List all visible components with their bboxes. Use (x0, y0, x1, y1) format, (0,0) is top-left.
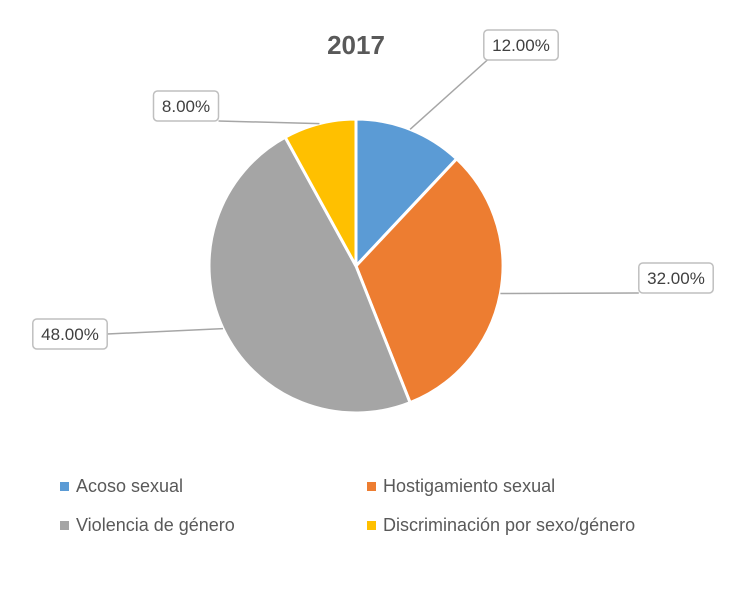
data-label: 32.00% (647, 269, 705, 288)
legend-swatch (60, 482, 69, 491)
legend-swatch (367, 521, 376, 530)
legend-label: Violencia de género (76, 515, 235, 535)
leader-line (218, 120, 320, 125)
data-label-box (483, 29, 559, 61)
legend-item-acoso-sexual: Acoso sexual (60, 476, 183, 497)
leader-line (107, 327, 224, 335)
legend-swatch (60, 521, 69, 530)
pie-slice-violencia-de-g-nero (207, 135, 413, 415)
pie-slice-hostigamiento-sexual (354, 156, 505, 405)
data-label-box (152, 90, 220, 122)
leader-lines (107, 55, 639, 335)
data-label-box (32, 318, 108, 350)
pie-slice-acoso-sexual (354, 117, 459, 270)
data-label: 8.00% (162, 97, 210, 116)
data-labels: 12.00% 32.00% 48.00% 8.00% (32, 29, 714, 350)
legend-item-discriminacion: Discriminación por sexo/género (367, 515, 635, 536)
legend-label: Hostigamiento sexual (383, 476, 556, 496)
pie-slices (207, 117, 505, 415)
data-label: 12.00% (492, 36, 550, 55)
data-label: 48.00% (41, 325, 99, 344)
legend-label: Discriminación por sexo/género (383, 515, 636, 535)
legend-item-violencia-de-genero: Violencia de género (60, 515, 235, 536)
legend-label: Acoso sexual (76, 476, 184, 496)
legend-swatch (367, 482, 376, 491)
legend-item-hostigamiento-sexual: Hostigamiento sexual (367, 476, 555, 497)
data-label-box (638, 262, 714, 294)
chart-title: 2017 (327, 30, 385, 60)
leader-line (500, 292, 639, 295)
leader-line (409, 55, 493, 130)
